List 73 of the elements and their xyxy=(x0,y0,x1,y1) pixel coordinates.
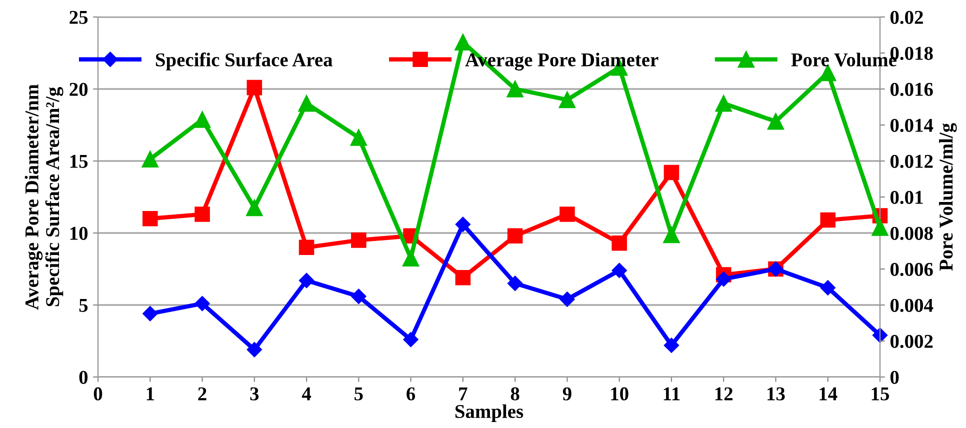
y-tick-label: 20 xyxy=(70,82,88,96)
x-tick-label: 0 xyxy=(94,387,102,400)
point xyxy=(142,150,158,168)
point xyxy=(664,338,680,353)
y-tick-label: 10 xyxy=(70,226,88,240)
point xyxy=(403,332,418,348)
y2-tick-label: 0.004 xyxy=(890,298,934,312)
point xyxy=(507,276,523,291)
point xyxy=(820,212,836,228)
point xyxy=(872,328,888,343)
point xyxy=(246,80,262,96)
y2-tick-label: 0.012 xyxy=(890,154,933,168)
x-tick-label: 6 xyxy=(406,387,416,400)
point xyxy=(142,210,158,226)
point xyxy=(664,164,680,180)
y2-tick-label: 0.016 xyxy=(890,82,933,96)
point xyxy=(194,296,210,312)
point xyxy=(246,199,263,216)
x-tick-label: 3 xyxy=(250,387,259,400)
x-tick-label: 9 xyxy=(562,387,572,400)
x-tick-label: 11 xyxy=(664,387,680,400)
point xyxy=(142,306,158,322)
point xyxy=(194,206,210,222)
point xyxy=(663,226,680,244)
point xyxy=(507,228,523,244)
y-tick-label: 15 xyxy=(70,154,88,168)
point xyxy=(820,280,836,296)
y2-tick-label: 0.006 xyxy=(890,262,933,276)
point xyxy=(767,113,784,130)
point xyxy=(560,206,575,222)
x-axis-title: Samples xyxy=(455,404,524,422)
point xyxy=(350,129,367,146)
point xyxy=(402,250,420,267)
x-tick-label: 5 xyxy=(354,387,363,400)
point xyxy=(298,272,314,288)
point xyxy=(194,111,211,128)
y2-tick-label: 0.002 xyxy=(890,334,933,348)
point xyxy=(455,270,471,286)
y-tick-label: 25 xyxy=(70,10,88,24)
x-tick-label: 10 xyxy=(611,387,628,400)
x-tick-label: 7 xyxy=(459,387,468,400)
point xyxy=(298,95,315,112)
y-tick-label: 5 xyxy=(79,299,88,312)
point xyxy=(351,288,366,304)
x-tick-label: 13 xyxy=(768,387,785,400)
point xyxy=(612,235,627,251)
legend-label: Specific Surface Area xyxy=(156,52,332,70)
y2-tick-label: 0.008 xyxy=(890,226,933,240)
x-tick-label: 15 xyxy=(872,387,890,400)
y2-tick-label: 0.014 xyxy=(890,118,934,132)
y2-tick-label: 0.02 xyxy=(890,10,923,24)
y-tick-label: 0 xyxy=(79,370,88,384)
point xyxy=(872,219,888,236)
x-tick-label: 4 xyxy=(302,387,312,400)
x-tick-label: 1 xyxy=(146,387,154,400)
x-tick-label: 2 xyxy=(198,387,206,400)
point xyxy=(506,80,524,98)
y2-axis-title: Pore Volume/ml/g xyxy=(939,123,957,271)
x-tick-label: 8 xyxy=(510,387,520,400)
point xyxy=(298,240,314,256)
point xyxy=(716,272,732,287)
y2-tick-label: 0 xyxy=(890,370,899,384)
x-tick-label: 14 xyxy=(820,387,838,400)
point xyxy=(351,232,366,248)
point xyxy=(715,95,732,112)
y-axis-title: Average Pore Diameter/nm Specific Surface Area/m²/g xyxy=(24,84,64,310)
point xyxy=(558,91,576,108)
point xyxy=(246,342,262,358)
point xyxy=(612,262,627,278)
point xyxy=(455,216,471,232)
point xyxy=(560,292,575,307)
x-tick-label: 12 xyxy=(715,387,732,400)
y2-tick-label: 0.01 xyxy=(890,190,923,204)
